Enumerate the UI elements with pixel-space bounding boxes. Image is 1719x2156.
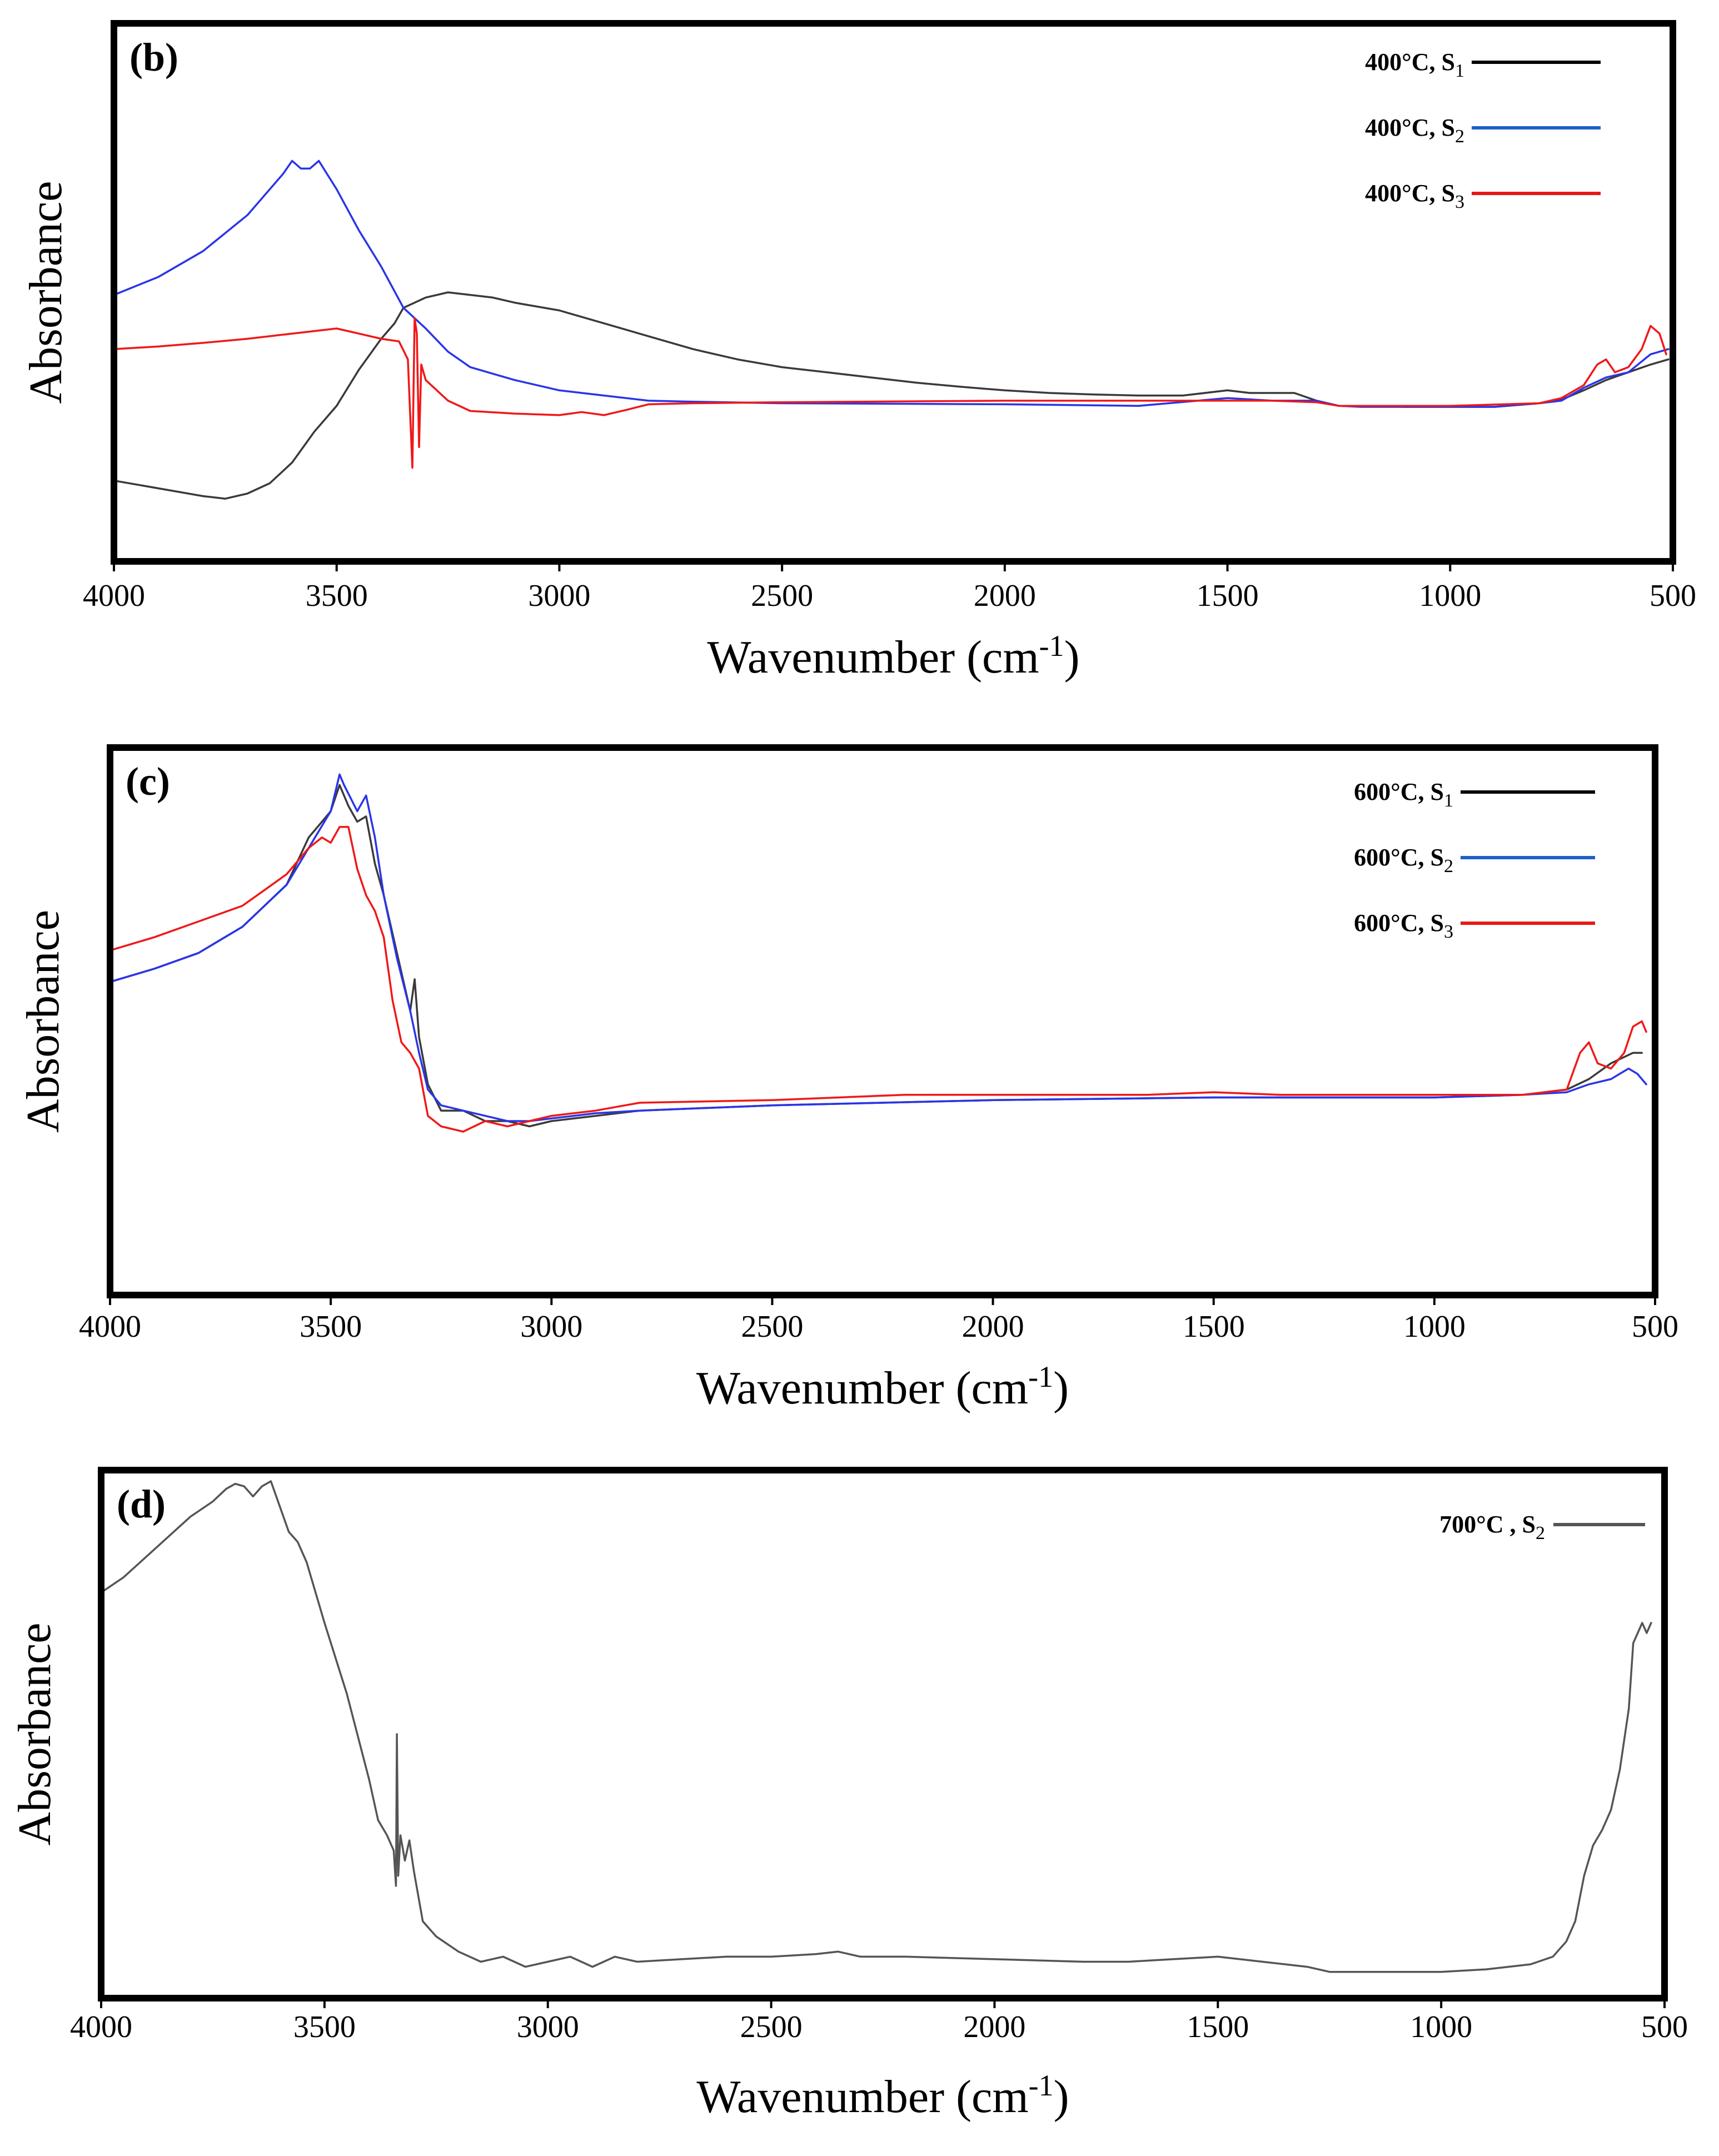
legend-label: 400°C, S1 bbox=[1365, 48, 1464, 81]
x-tick-label: 1000 bbox=[1403, 1309, 1466, 1344]
x-tick-label: 1000 bbox=[1410, 2010, 1472, 2044]
x-tick-label: 2500 bbox=[740, 2010, 803, 2044]
x-tick-label: 2000 bbox=[962, 1309, 1024, 1344]
x-axis-title: Wavenumber (cm-1) bbox=[707, 629, 1079, 683]
x-tick-label: 3500 bbox=[293, 2010, 356, 2044]
legend-label: 600°C, S2 bbox=[1354, 844, 1453, 877]
x-tick-label: 2000 bbox=[963, 2010, 1025, 2044]
x-tick-label: 1500 bbox=[1187, 2010, 1249, 2044]
plot-frame bbox=[107, 744, 1658, 1298]
x-tick-label: 500 bbox=[1641, 2010, 1688, 2044]
chart-panel: 4000 3500 3000 2500 2000 1500 1000 500 (c) Absorb… bbox=[17, 744, 1678, 1414]
y-axis-title: Absorbance bbox=[9, 1622, 61, 1845]
x-tick-label: 1500 bbox=[1197, 579, 1259, 613]
x-tick-label: 1500 bbox=[1183, 1309, 1245, 1344]
panel-label: (c) bbox=[126, 759, 170, 804]
y-axis-title: Absorbance bbox=[17, 910, 69, 1133]
series-line bbox=[109, 826, 1647, 1133]
plot-frame bbox=[98, 1467, 1668, 2001]
x-tick-label: 1000 bbox=[1419, 579, 1481, 613]
x-tick-label: 3500 bbox=[300, 1309, 362, 1344]
panel-label: (d) bbox=[117, 1482, 166, 1526]
series-line bbox=[100, 1480, 1652, 1973]
panel-label: (b) bbox=[129, 35, 178, 79]
x-tick-label: 500 bbox=[1650, 579, 1696, 613]
series-line bbox=[113, 317, 1667, 469]
x-tick-label: 2500 bbox=[751, 579, 813, 613]
legend-label: 400°C, S3 bbox=[1365, 180, 1464, 212]
legend-label: 700°C , S2 bbox=[1439, 1511, 1545, 1543]
x-tick-label: 500 bbox=[1632, 1309, 1678, 1344]
y-axis-title: Absorbance bbox=[20, 181, 72, 404]
chart-panel: 4000 3500 3000 2500 2000 1500 1000 500 (d) Absorb… bbox=[9, 1467, 1688, 2123]
legend-label: 600°C, S3 bbox=[1354, 909, 1453, 942]
x-tick-label: 2000 bbox=[974, 579, 1036, 613]
x-tick-label: 3500 bbox=[306, 579, 368, 613]
x-tick-label: 4000 bbox=[70, 2010, 132, 2044]
x-axis-title: Wavenumber (cm-1) bbox=[696, 2069, 1069, 2123]
chart-panels: 4000 3500 3000 2500 2000 1500 1000 500 (b) Absorb… bbox=[9, 20, 1696, 2123]
x-tick-label: 3000 bbox=[520, 1309, 582, 1344]
plot-frame bbox=[111, 20, 1676, 565]
x-tick-label: 2500 bbox=[741, 1309, 803, 1344]
legend-label: 600°C, S1 bbox=[1354, 778, 1453, 811]
x-tick-label: 3000 bbox=[528, 579, 590, 613]
x-axis-title: Wavenumber (cm-1) bbox=[696, 1360, 1069, 1414]
x-tick-label: 3000 bbox=[517, 2010, 579, 2044]
x-tick-label: 4000 bbox=[79, 1309, 141, 1344]
chart-panel: 4000 3500 3000 2500 2000 1500 1000 500 (b) Absorb… bbox=[20, 20, 1696, 683]
x-tick-label: 4000 bbox=[83, 579, 145, 613]
legend-label: 400°C, S2 bbox=[1365, 114, 1464, 147]
